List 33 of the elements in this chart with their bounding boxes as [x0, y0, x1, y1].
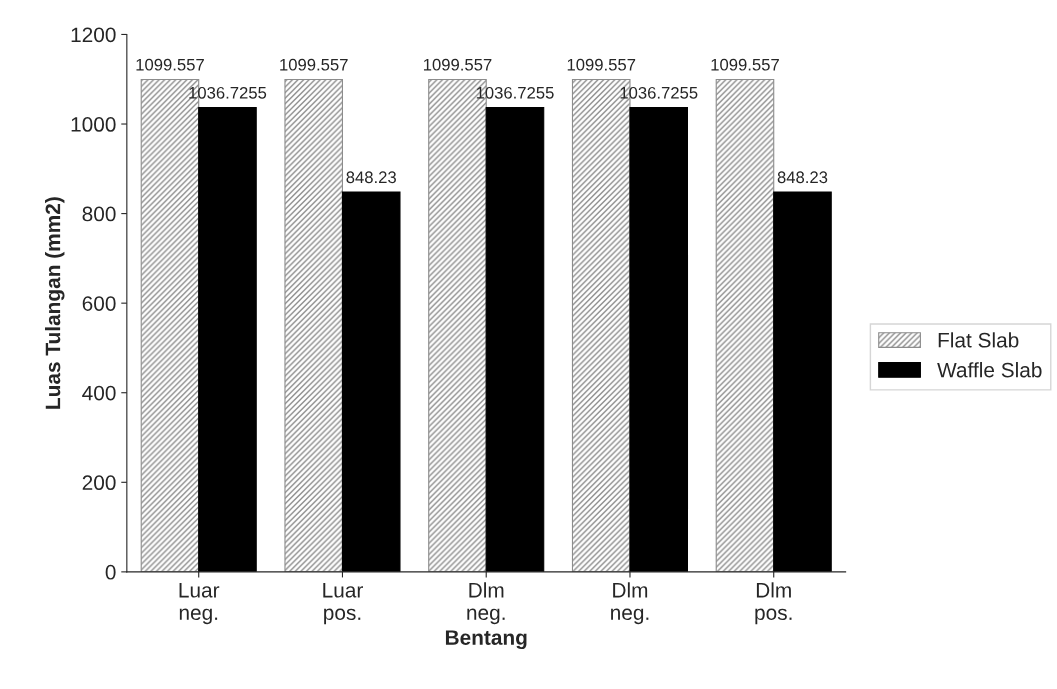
legend-label: Flat Slab [938, 332, 1019, 348]
legend-label: Waffle Slab [937, 362, 1042, 378]
x-tick-label: Dlm neg. [467, 582, 505, 625]
y-tick-label: 800 [82, 206, 116, 222]
data-label: 1036.7255 [189, 86, 267, 99]
bar [715, 78, 775, 572]
y-tick-label: 0 [105, 564, 116, 580]
data-label: 848.23 [346, 171, 396, 184]
bar [341, 191, 401, 572]
y-tick-label: 200 [82, 475, 116, 491]
data-label: 1099.557 [711, 58, 779, 71]
data-label: 1036.7255 [620, 86, 698, 99]
bar [485, 107, 545, 572]
bar [773, 191, 832, 572]
bar [284, 78, 344, 572]
bar [629, 107, 689, 572]
y-tick-label: 1000 [71, 117, 116, 132]
y-tick-label: 1200 [71, 27, 116, 43]
data-label: 1099.557 [423, 58, 492, 71]
x-tick-label: Luar neg. [179, 583, 220, 625]
bar [198, 107, 257, 572]
data-label: 1099.557 [280, 58, 348, 71]
data-label: 848.23 [777, 171, 828, 184]
y-tick-label: 600 [82, 296, 116, 311]
data-label: 1036.7255 [476, 86, 554, 99]
y-tick-label: 400 [82, 385, 116, 401]
x-axis-title: Bentang [445, 630, 527, 650]
data-label: 1099.557 [567, 58, 636, 71]
y-axis-title: Luas Tulangan (mm2) [45, 197, 65, 409]
x-tick-label: Dlm pos. [755, 582, 792, 625]
data-label: 1099.557 [136, 58, 204, 71]
x-tick-label: Dlm neg. [611, 582, 649, 625]
x-tick-label: Luar pos. [323, 583, 363, 625]
